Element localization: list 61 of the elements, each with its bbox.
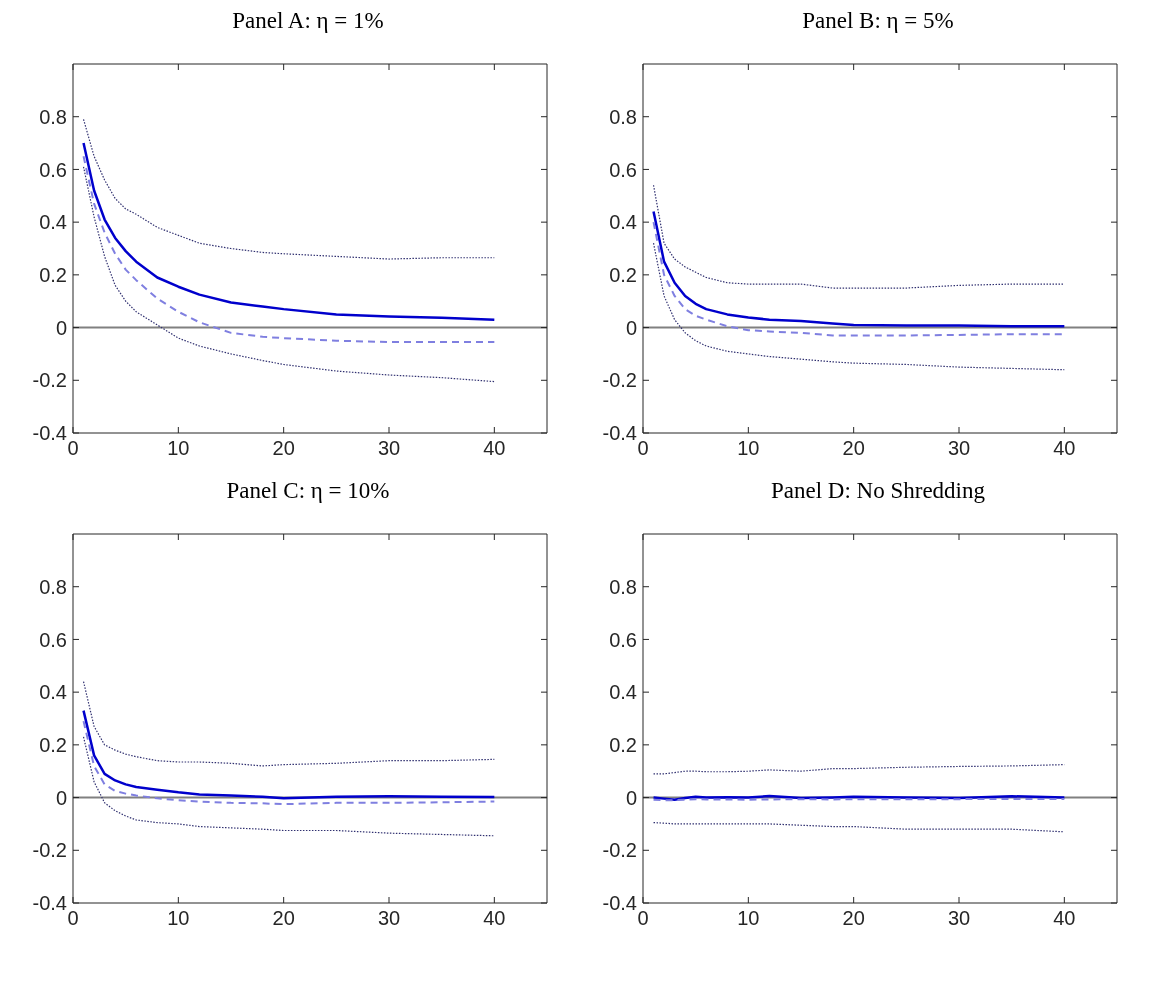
line-series bbox=[82, 118, 495, 260]
y-tick-label: 0.6 bbox=[39, 628, 67, 651]
x-tick-label: 10 bbox=[737, 907, 760, 930]
line-series bbox=[82, 155, 496, 344]
x-tick-label: 10 bbox=[167, 907, 190, 930]
y-tick-label: 0 bbox=[55, 316, 67, 339]
x-tick-label: 20 bbox=[272, 437, 295, 460]
y-tick-label: 0 bbox=[625, 786, 637, 809]
x-tick-label: 20 bbox=[842, 907, 865, 930]
y-tick-label: 0 bbox=[55, 786, 67, 809]
line-series bbox=[82, 681, 495, 767]
y-tick-label: 0 bbox=[625, 316, 637, 339]
y-tick-label: 0.4 bbox=[609, 211, 637, 234]
x-tick-label: 30 bbox=[947, 437, 971, 460]
chart-title: Panel B: η = 5% bbox=[801, 8, 955, 35]
x-tick-label: 10 bbox=[167, 437, 190, 460]
y-tick-label: 0.6 bbox=[39, 158, 67, 181]
x-tick-label: 10 bbox=[737, 437, 760, 460]
x-tick-label: 20 bbox=[272, 907, 295, 930]
y-tick-label: 0.8 bbox=[39, 575, 67, 598]
y-tick-label: 0.8 bbox=[609, 105, 637, 128]
y-tick-label: -0.2 bbox=[602, 369, 637, 392]
x-tick-label: 40 bbox=[1053, 437, 1076, 460]
y-tick-label: 0.2 bbox=[609, 733, 637, 756]
chart-title: Panel A: η = 1% bbox=[231, 8, 385, 35]
y-tick-label: -0.4 bbox=[602, 892, 637, 915]
line-series bbox=[652, 822, 1065, 833]
line-series bbox=[82, 736, 495, 837]
line-series bbox=[82, 720, 496, 806]
y-tick-label: -0.2 bbox=[32, 839, 67, 862]
y-tick-label: -0.2 bbox=[32, 369, 67, 392]
line-series bbox=[82, 141, 496, 321]
y-tick-label: 0.6 bbox=[609, 158, 637, 181]
y-tick-label: -0.4 bbox=[32, 892, 67, 915]
x-tick-label: 30 bbox=[377, 437, 401, 460]
y-tick-label: -0.4 bbox=[32, 422, 67, 445]
y-tick-label: 0.4 bbox=[39, 681, 67, 704]
line-series bbox=[652, 184, 1065, 289]
y-tick-label: 0.2 bbox=[609, 263, 637, 286]
y-tick-label: 0.4 bbox=[39, 211, 67, 234]
y-tick-label: 0.2 bbox=[39, 733, 67, 756]
chart-title: Panel D: No Shredding bbox=[770, 478, 986, 505]
y-tick-label: -0.2 bbox=[602, 839, 637, 862]
y-tick-label: 0.2 bbox=[39, 263, 67, 286]
line-series bbox=[652, 210, 1066, 328]
x-tick-label: 20 bbox=[842, 437, 865, 460]
line-series bbox=[652, 764, 1065, 775]
line-series bbox=[82, 166, 495, 383]
y-tick-label: 0.4 bbox=[609, 681, 637, 704]
y-tick-label: 0.6 bbox=[609, 628, 637, 651]
chart-title: Panel C: η = 10% bbox=[225, 478, 391, 505]
line-series bbox=[82, 709, 496, 800]
x-tick-label: 40 bbox=[483, 907, 506, 930]
line-series bbox=[652, 242, 1065, 371]
y-tick-label: 0.8 bbox=[609, 575, 637, 598]
y-tick-label: -0.4 bbox=[602, 422, 637, 445]
x-tick-label: 40 bbox=[1053, 907, 1076, 930]
x-tick-label: 40 bbox=[483, 437, 506, 460]
x-tick-label: 30 bbox=[377, 907, 401, 930]
y-tick-label: 0.8 bbox=[39, 105, 67, 128]
x-tick-label: 30 bbox=[947, 907, 971, 930]
